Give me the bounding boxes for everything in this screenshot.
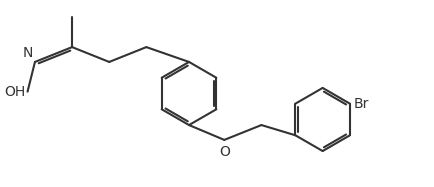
Text: Br: Br	[353, 97, 368, 111]
Text: O: O	[218, 145, 229, 160]
Text: OH: OH	[4, 85, 26, 99]
Text: N: N	[23, 46, 33, 60]
